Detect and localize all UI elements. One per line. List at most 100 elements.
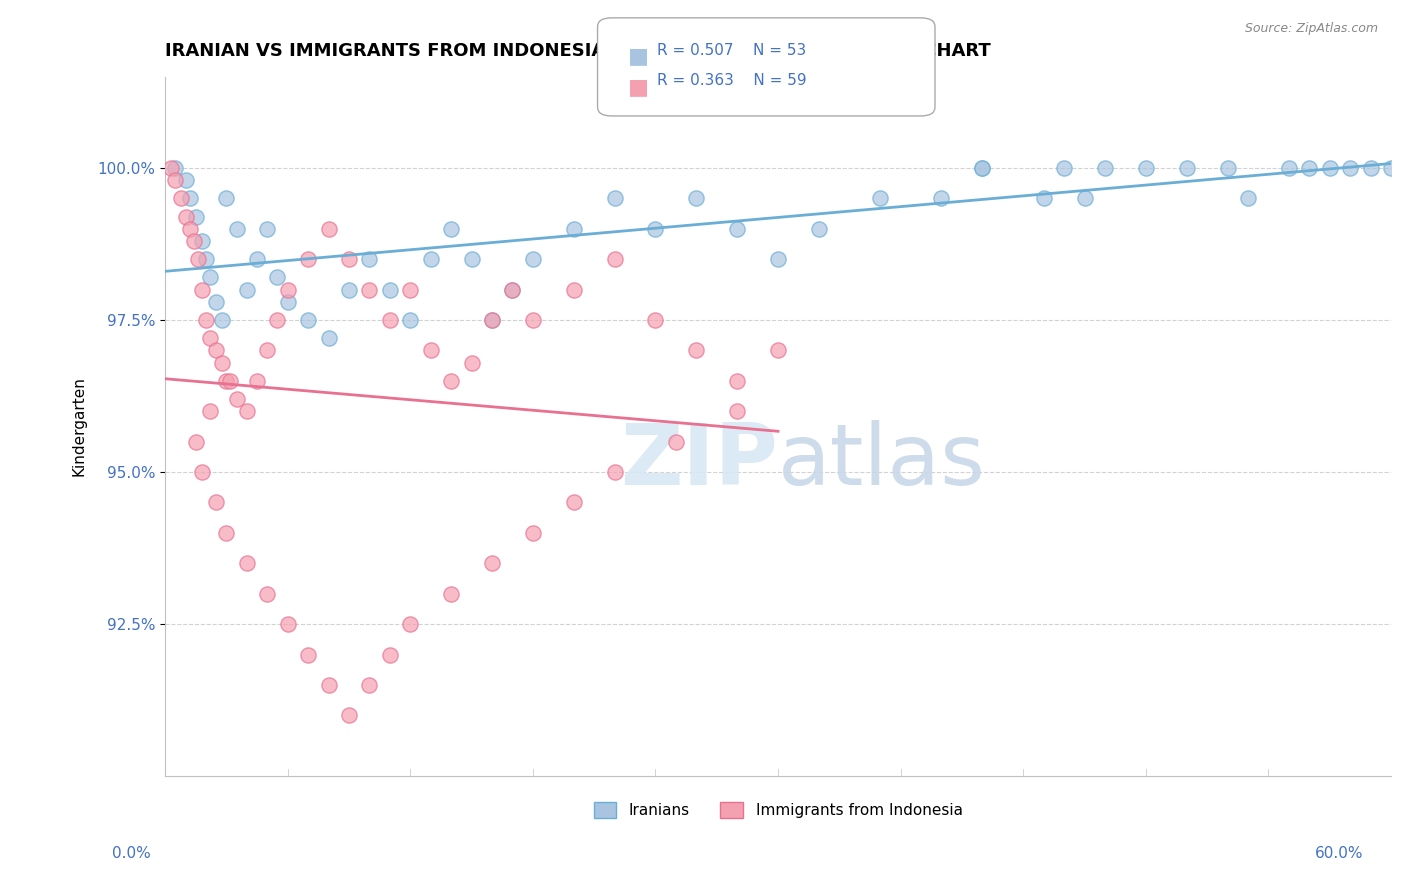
Immigrants from Indonesia bbox=[501, 283, 523, 297]
Text: R = 0.507    N = 53: R = 0.507 N = 53 bbox=[657, 43, 806, 58]
Iranians bbox=[1319, 161, 1341, 175]
Immigrants from Indonesia bbox=[685, 343, 707, 358]
Immigrants from Indonesia bbox=[174, 210, 197, 224]
Iranians bbox=[256, 221, 278, 235]
Iranians bbox=[1032, 191, 1054, 205]
Iranians bbox=[972, 161, 994, 175]
Immigrants from Indonesia bbox=[440, 587, 463, 601]
Immigrants from Indonesia bbox=[419, 343, 441, 358]
Immigrants from Indonesia bbox=[160, 161, 183, 175]
Iranians bbox=[1053, 161, 1076, 175]
Immigrants from Indonesia bbox=[665, 434, 688, 449]
Iranians bbox=[198, 270, 221, 285]
Text: 0.0%: 0.0% bbox=[112, 846, 152, 861]
Immigrants from Indonesia bbox=[603, 465, 626, 479]
Immigrants from Indonesia bbox=[165, 173, 187, 187]
Iranians bbox=[191, 234, 214, 248]
Immigrants from Indonesia bbox=[256, 343, 278, 358]
Iranians bbox=[359, 252, 381, 266]
Immigrants from Indonesia bbox=[266, 313, 288, 327]
Iranians bbox=[378, 283, 401, 297]
Immigrants from Indonesia bbox=[236, 404, 259, 418]
Iranians bbox=[562, 221, 585, 235]
Iranians bbox=[174, 173, 197, 187]
Iranians bbox=[236, 283, 259, 297]
Immigrants from Indonesia bbox=[378, 313, 401, 327]
Iranians bbox=[1360, 161, 1382, 175]
Immigrants from Indonesia bbox=[562, 495, 585, 509]
Immigrants from Indonesia bbox=[337, 708, 360, 723]
Immigrants from Indonesia bbox=[337, 252, 360, 266]
Immigrants from Indonesia bbox=[644, 313, 666, 327]
Immigrants from Indonesia bbox=[399, 283, 422, 297]
Text: Source: ZipAtlas.com: Source: ZipAtlas.com bbox=[1244, 22, 1378, 36]
Immigrants from Indonesia bbox=[359, 678, 381, 692]
Immigrants from Indonesia bbox=[725, 404, 748, 418]
Immigrants from Indonesia bbox=[522, 525, 544, 540]
Iranians bbox=[297, 313, 319, 327]
Immigrants from Indonesia bbox=[211, 355, 233, 369]
Immigrants from Indonesia bbox=[187, 252, 209, 266]
Immigrants from Indonesia bbox=[481, 313, 503, 327]
Text: ■: ■ bbox=[628, 77, 650, 96]
Immigrants from Indonesia bbox=[378, 648, 401, 662]
Iranians bbox=[644, 221, 666, 235]
Immigrants from Indonesia bbox=[522, 313, 544, 327]
Iranians bbox=[194, 252, 217, 266]
Text: R = 0.363    N = 59: R = 0.363 N = 59 bbox=[657, 73, 806, 88]
Immigrants from Indonesia bbox=[215, 374, 238, 388]
Iranians bbox=[215, 191, 238, 205]
Immigrants from Indonesia bbox=[460, 355, 482, 369]
Iranians bbox=[807, 221, 830, 235]
Immigrants from Indonesia bbox=[277, 617, 299, 632]
Iranians bbox=[1339, 161, 1361, 175]
Iranians bbox=[211, 313, 233, 327]
Iranians bbox=[225, 221, 247, 235]
Immigrants from Indonesia bbox=[256, 587, 278, 601]
Iranians bbox=[972, 161, 994, 175]
Iranians bbox=[205, 294, 228, 309]
Immigrants from Indonesia bbox=[236, 556, 259, 570]
Immigrants from Indonesia bbox=[318, 678, 340, 692]
Iranians bbox=[179, 191, 201, 205]
Immigrants from Indonesia bbox=[170, 191, 193, 205]
Iranians bbox=[1379, 161, 1402, 175]
Immigrants from Indonesia bbox=[359, 283, 381, 297]
Immigrants from Indonesia bbox=[297, 252, 319, 266]
Immigrants from Indonesia bbox=[191, 283, 214, 297]
Immigrants from Indonesia bbox=[562, 283, 585, 297]
Immigrants from Indonesia bbox=[277, 283, 299, 297]
Immigrants from Indonesia bbox=[225, 392, 247, 406]
Legend: Iranians, Immigrants from Indonesia: Iranians, Immigrants from Indonesia bbox=[588, 797, 969, 824]
Iranians bbox=[869, 191, 891, 205]
Iranians bbox=[1175, 161, 1198, 175]
Iranians bbox=[522, 252, 544, 266]
Immigrants from Indonesia bbox=[183, 234, 205, 248]
Iranians bbox=[318, 331, 340, 345]
Iranians bbox=[766, 252, 789, 266]
Iranians bbox=[266, 270, 288, 285]
Immigrants from Indonesia bbox=[766, 343, 789, 358]
Iranians bbox=[1298, 161, 1320, 175]
Immigrants from Indonesia bbox=[318, 221, 340, 235]
Immigrants from Indonesia bbox=[205, 495, 228, 509]
Immigrants from Indonesia bbox=[198, 404, 221, 418]
Iranians bbox=[246, 252, 269, 266]
Y-axis label: Kindergarten: Kindergarten bbox=[72, 376, 86, 476]
Iranians bbox=[277, 294, 299, 309]
Immigrants from Indonesia bbox=[191, 465, 214, 479]
Iranians bbox=[603, 191, 626, 205]
Text: IRANIAN VS IMMIGRANTS FROM INDONESIA KINDERGARTEN CORRELATION CHART: IRANIAN VS IMMIGRANTS FROM INDONESIA KIN… bbox=[165, 42, 991, 60]
Iranians bbox=[481, 313, 503, 327]
Iranians bbox=[1237, 191, 1260, 205]
Iranians bbox=[440, 221, 463, 235]
Iranians bbox=[399, 313, 422, 327]
Iranians bbox=[1278, 161, 1301, 175]
Iranians bbox=[184, 210, 207, 224]
Immigrants from Indonesia bbox=[246, 374, 269, 388]
Text: 60.0%: 60.0% bbox=[1316, 846, 1364, 861]
Iranians bbox=[419, 252, 441, 266]
Iranians bbox=[501, 283, 523, 297]
Immigrants from Indonesia bbox=[198, 331, 221, 345]
Immigrants from Indonesia bbox=[481, 556, 503, 570]
